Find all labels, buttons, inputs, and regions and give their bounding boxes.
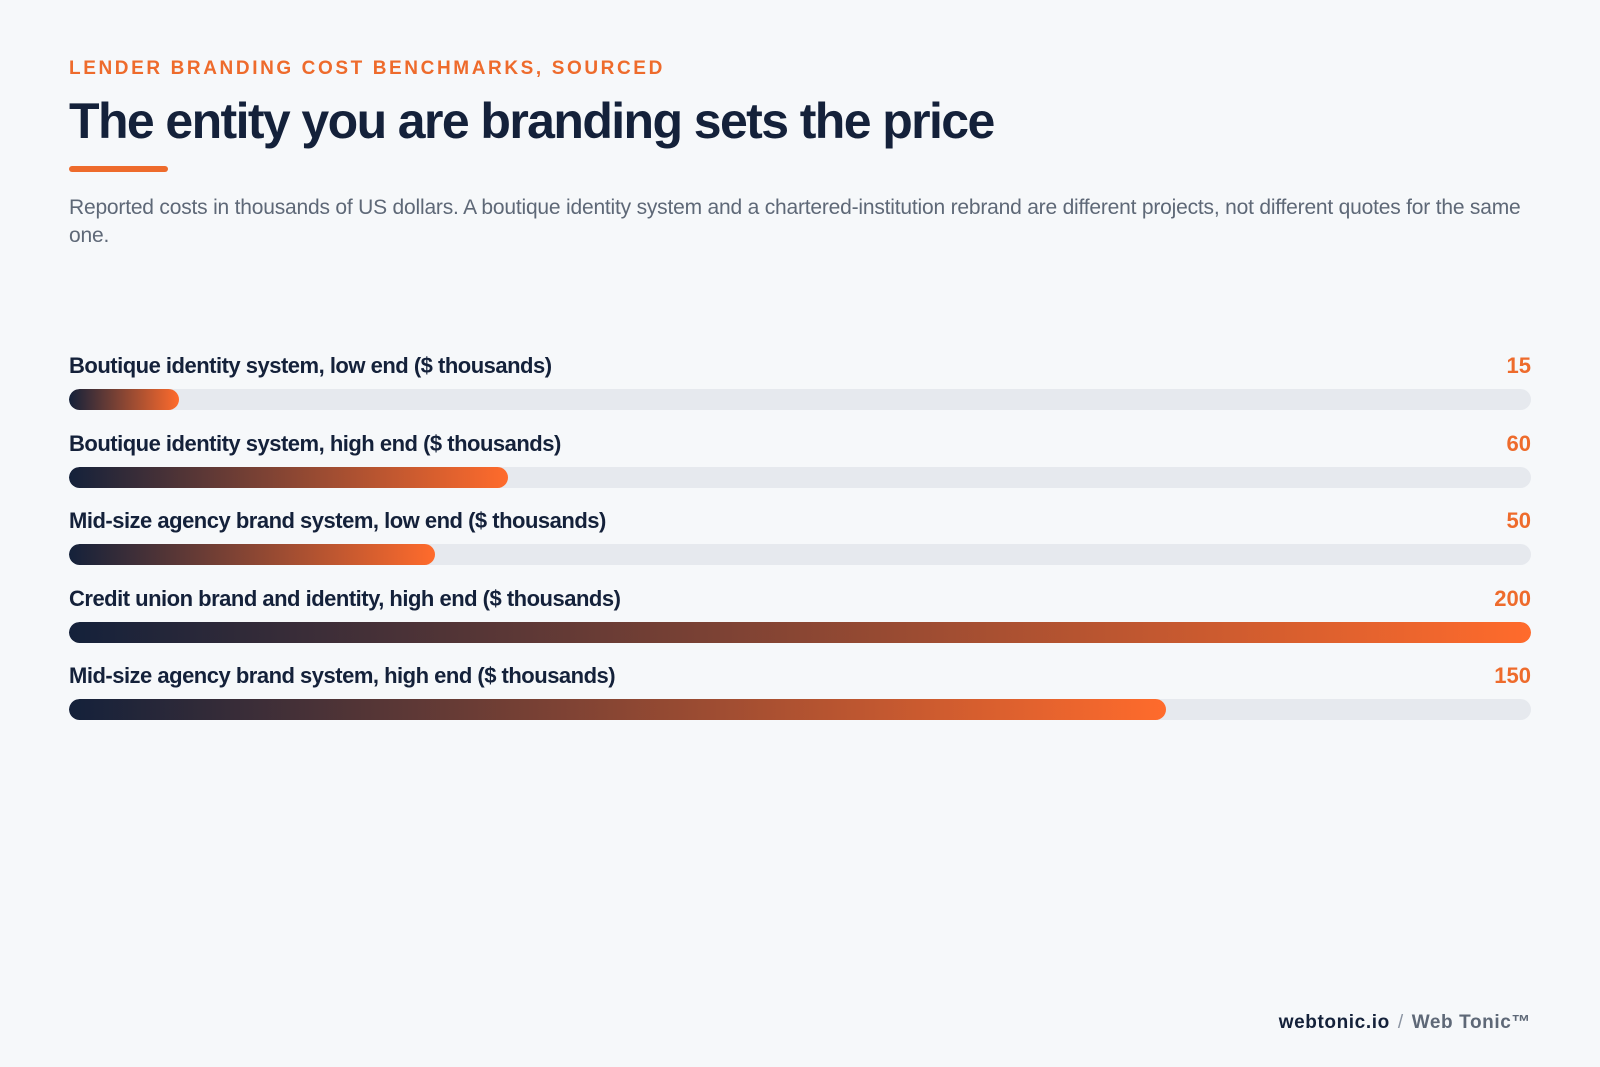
- bar-value-label: 150: [1494, 663, 1531, 688]
- page-title: The entity you are branding sets the pri…: [69, 93, 995, 149]
- bar-row: Credit union brand and identity, high en…: [69, 578, 1531, 656]
- bar-track: [69, 699, 1531, 720]
- title-accent-rule: [69, 166, 168, 172]
- bar-label: Boutique identity system, low end ($ tho…: [69, 353, 552, 378]
- bar-label: Mid-size agency brand system, low end ($…: [69, 508, 606, 533]
- bar-row: Boutique identity system, high end ($ th…: [69, 423, 1531, 501]
- eyebrow-label: LENDER BRANDING COST BENCHMARKS, SOURCED: [69, 58, 665, 79]
- footer-brand: Web Tonic™: [1411, 1012, 1531, 1033]
- bar-row: Mid-size agency brand system, low end ($…: [69, 500, 1531, 578]
- bar-track: [69, 466, 1531, 488]
- bar-label: Mid-size agency brand system, high end (…: [69, 663, 616, 688]
- footer-site-link[interactable]: webtonic.io: [1278, 1012, 1390, 1033]
- bar-track: [69, 544, 1531, 565]
- bar-fill: [69, 466, 508, 488]
- bar-value-label: 50: [1506, 508, 1531, 533]
- footer-separator: /: [1397, 1012, 1404, 1033]
- footer-credit: webtonic.io / Web Tonic™: [1279, 1012, 1531, 1034]
- bar-track: [69, 621, 1531, 643]
- bar-fill: [69, 699, 1166, 720]
- bar-row: Mid-size agency brand system, high end (…: [69, 655, 1531, 733]
- chart-subtitle: Reported costs in thousands of US dollar…: [69, 196, 1521, 247]
- bar-chart: Boutique identity system, low end ($ tho…: [69, 345, 1531, 733]
- bar-label: Boutique identity system, high end ($ th…: [69, 430, 561, 456]
- bar-row: Boutique identity system, low end ($ tho…: [69, 345, 1531, 423]
- bar-value-label: 15: [1506, 353, 1531, 378]
- bar-fill: [69, 389, 179, 410]
- bar-track: [69, 389, 1531, 410]
- bar-fill: [69, 544, 435, 565]
- bar-label: Credit union brand and identity, high en…: [69, 585, 621, 611]
- bar-fill: [69, 621, 1531, 643]
- bar-value-label: 200: [1494, 585, 1531, 611]
- bar-value-label: 60: [1506, 430, 1531, 456]
- chart-card: LENDER BRANDING COST BENCHMARKS, SOURCED…: [69, 0, 1531, 1067]
